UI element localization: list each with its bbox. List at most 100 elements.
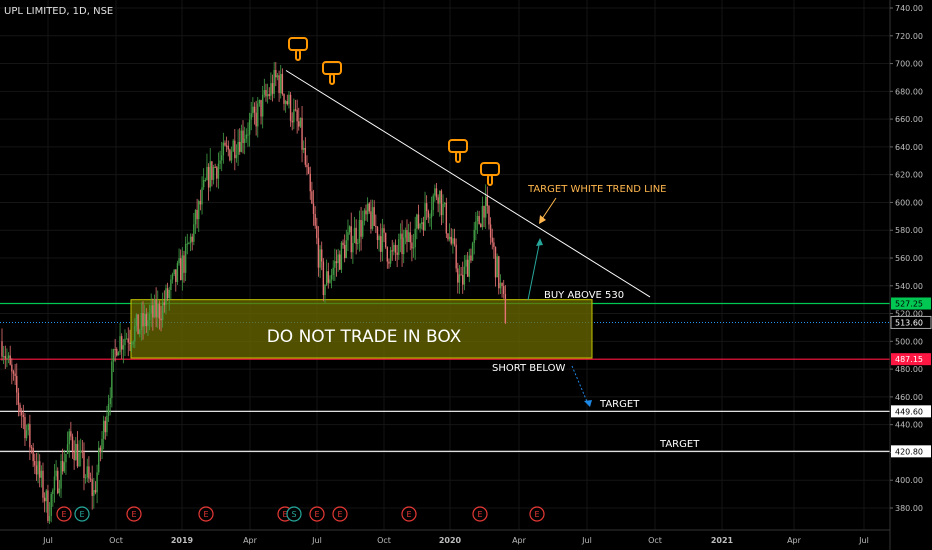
candle-body — [386, 247, 389, 262]
candle-body — [417, 214, 420, 229]
candle-body — [401, 233, 403, 255]
svg-text:E: E — [406, 510, 411, 519]
candle-body — [360, 219, 362, 237]
candle-body — [161, 302, 164, 321]
candle-body — [458, 274, 461, 283]
candle-body — [122, 345, 125, 350]
candle-body — [252, 106, 254, 114]
candle-body — [366, 203, 369, 215]
candle-body — [355, 227, 357, 244]
candle-body — [498, 256, 500, 289]
candle-body — [47, 490, 49, 521]
candle-body — [435, 188, 438, 198]
candle-body — [139, 330, 141, 335]
candle-body — [29, 424, 31, 448]
candle-body — [137, 314, 139, 335]
candle-body — [224, 142, 226, 146]
event-marker[interactable]: E — [126, 506, 142, 522]
candle-body — [45, 490, 47, 502]
x-tick-label: Apr — [787, 536, 802, 545]
candle-body — [248, 119, 251, 135]
candle-body — [471, 243, 474, 261]
price-tag-white_1: 449.60 — [891, 405, 931, 418]
y-tick-label: 680.00 — [895, 87, 923, 96]
y-tick-label: 560.00 — [895, 254, 923, 263]
event-marker[interactable]: E — [56, 506, 72, 522]
candle-body — [99, 447, 102, 453]
candle-body — [265, 90, 267, 97]
candlestick-series — [1, 62, 507, 524]
candle-body — [496, 256, 498, 278]
candle-body — [247, 134, 249, 136]
candle-body — [157, 303, 159, 318]
candle-body — [189, 236, 192, 244]
price-axis[interactable]: 380.00400.00420.00440.00460.00480.00500.… — [889, 0, 932, 550]
time-axis[interactable]: Jul Oct 2019 Apr Jul Oct 2020 Apr Jul Oct 2021 Apr J… — [0, 529, 890, 545]
candle-body — [375, 225, 377, 227]
candle-body — [176, 263, 179, 282]
candle-body — [255, 112, 257, 127]
candle-body — [383, 228, 385, 233]
candle-body — [296, 109, 298, 122]
candle-body — [148, 313, 151, 321]
candle-body — [403, 237, 405, 255]
candle-body — [181, 255, 184, 281]
y-tick-label: 580.00 — [895, 226, 923, 235]
candle-body — [288, 94, 290, 105]
candle-body — [142, 312, 144, 327]
svg-text:527.25: 527.25 — [895, 299, 923, 308]
candle-body — [465, 259, 467, 267]
candle-body — [140, 312, 143, 331]
candle-body — [191, 236, 193, 242]
symbol-title: UPL LIMITED, 1D, NSE — [4, 6, 113, 17]
y-tick-label: 740.00 — [895, 4, 923, 13]
event-marker[interactable]: E — [472, 506, 488, 522]
candle-body — [280, 73, 282, 94]
candle-body — [483, 206, 485, 218]
candle-body — [60, 460, 62, 489]
candle-body — [480, 224, 482, 228]
event-marker[interactable]: E — [309, 506, 325, 522]
event-marker[interactable]: S — [286, 506, 302, 522]
candle-body — [229, 149, 231, 161]
y-tick-label: 460.00 — [895, 393, 923, 402]
candle-body — [50, 494, 52, 516]
candle-body — [104, 420, 106, 433]
candle-body — [135, 314, 138, 326]
candle-body — [107, 403, 110, 416]
candle-body — [193, 224, 195, 242]
event-marker[interactable]: E — [529, 506, 545, 522]
candle-body — [425, 203, 428, 212]
no-trade-box — [130, 299, 593, 359]
candle-body — [201, 187, 203, 205]
price-tag-red: 487.15 — [891, 353, 931, 366]
event-marker[interactable]: E — [401, 506, 417, 522]
candle-body — [124, 338, 126, 346]
candle-body — [281, 73, 284, 95]
y-tick-label: 600.00 — [895, 198, 923, 207]
candle-body — [439, 190, 441, 204]
candle-body — [207, 166, 210, 188]
event-marker[interactable]: E — [332, 506, 348, 522]
candle-body — [27, 424, 29, 431]
event-marker[interactable]: E — [198, 506, 214, 522]
candle-body — [214, 166, 216, 168]
box-label: DO NOT TRADE IN BOX — [267, 327, 462, 347]
trend-line — [285, 70, 651, 298]
target-label-1: TARGET — [599, 399, 640, 410]
candle-body — [302, 147, 305, 150]
candle-body — [106, 415, 108, 433]
candle-body — [94, 490, 97, 493]
candle-body — [501, 282, 503, 287]
y-tick-label: 540.00 — [895, 282, 923, 291]
candle-body — [242, 130, 244, 144]
no-trade-zone — [130, 299, 593, 359]
candle-body — [421, 222, 423, 224]
x-tick-label: Apr — [512, 536, 527, 545]
overlays — [285, 37, 651, 407]
candle-body — [245, 134, 248, 139]
candle-body — [70, 431, 72, 437]
candle-body — [270, 83, 272, 96]
event-marker[interactable]: E — [74, 506, 90, 522]
